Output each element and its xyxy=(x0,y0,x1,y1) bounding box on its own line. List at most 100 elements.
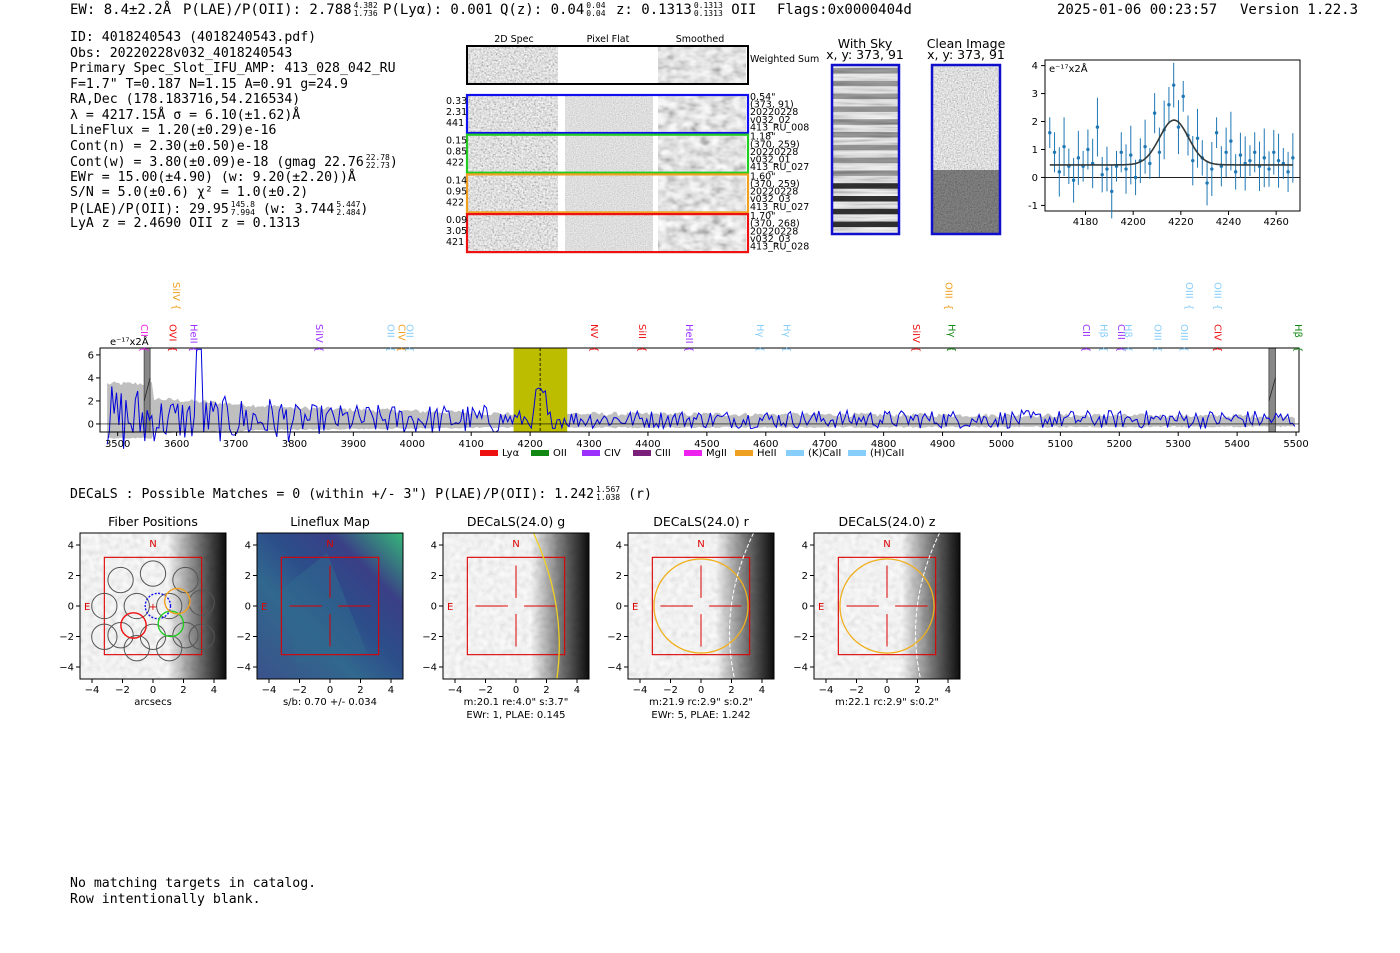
cutout-row-meta: 413_RU_028 xyxy=(750,242,809,253)
legend-swatch xyxy=(848,450,866,456)
cutout-row-meta: (370, 259) xyxy=(750,139,800,150)
zoom-ytick-label: 2 xyxy=(1032,117,1038,128)
zoom-point xyxy=(1062,144,1066,149)
info-cont-n: Cont(n) = 2.30(±0.50)e-18 xyxy=(70,138,269,154)
spectral-line-bracket: { xyxy=(1178,346,1189,352)
fiber-highlight xyxy=(120,612,147,639)
info-ewr: EWr = 15.00(±4.90) (w: 9.20(±2.20))Å xyxy=(70,169,356,185)
full-spectrum-line xyxy=(106,348,1296,449)
decals-ytick-label: −4 xyxy=(59,662,74,673)
decals-xtick-label: 4 xyxy=(759,685,765,696)
decals-image-shadow xyxy=(628,533,774,679)
info-lambda: λ = 4217.15Å σ = 6.10(±1.62)Å xyxy=(70,107,301,123)
sky-band xyxy=(832,93,899,100)
full-masked-hatch xyxy=(1268,377,1276,402)
decals-summary: DECaLS : Possible Matches = 0 (within +/… xyxy=(70,485,652,503)
full-error-band xyxy=(107,381,1295,439)
spectral-line-bracket: { xyxy=(945,346,956,352)
zoom-point xyxy=(1133,175,1138,180)
decals-panel: DECaLS(24.0) r N E −4 −4 −2 −2 0 0 2 2 4 4 m:21.9 rc:… xyxy=(607,514,775,721)
col-header-2d: 2D Spec xyxy=(494,34,534,45)
full-xtick-label: 4400 xyxy=(635,439,660,450)
decals-ytick-label: −2 xyxy=(422,632,437,643)
decals-xtick-label: 4 xyxy=(388,685,394,696)
spectral-line-label: HeII xyxy=(683,324,694,344)
zoom-xtick-label: 4220 xyxy=(1168,217,1193,228)
info-radec: RA,Dec (178.183716,54.216534) xyxy=(70,92,301,107)
spectral-line-bracket: { xyxy=(588,346,599,352)
cutout-row-frame xyxy=(465,213,750,254)
full-xtick-label: 5300 xyxy=(1165,439,1190,450)
spectral-line-bracket: { xyxy=(683,346,694,352)
search-box xyxy=(651,556,751,656)
zoom-point xyxy=(1095,125,1100,129)
fiber-circle xyxy=(188,623,215,650)
spectral-line-bracket: { xyxy=(313,346,324,352)
cutout-row-meta: 20220228 xyxy=(750,187,798,198)
zoom-ytick-label: 0 xyxy=(1032,173,1038,184)
spectral-line-label: Hγ xyxy=(754,324,765,338)
spectral-line-bracket: { xyxy=(1212,304,1223,310)
cutout-smoothed xyxy=(658,174,746,213)
zoom-point xyxy=(1229,139,1233,143)
info-obs: Obs: 20220228v032_4018240543 xyxy=(70,45,293,61)
fiber-center-marker: + xyxy=(149,602,157,613)
sky-band xyxy=(832,170,899,176)
zoom-point xyxy=(1291,156,1295,160)
decals-aperture xyxy=(653,558,749,654)
sky-band xyxy=(832,119,899,125)
cutout-row-meta: 0.54" xyxy=(750,92,776,103)
spectral-line-label: OIII xyxy=(942,282,953,299)
info-plae: P(LAE)/P(OII): 29.95 145.8 7.994 (w: 3.744… xyxy=(70,199,369,217)
zoom-point xyxy=(1248,158,1252,163)
cutout-row-stat: 422 xyxy=(446,158,464,169)
cutout-row-meta: 1.18" xyxy=(750,132,776,143)
spectral-line-bracket: { xyxy=(1183,304,1194,310)
fiber-circle xyxy=(123,635,150,662)
decals-xtick-label: 0 xyxy=(698,685,704,696)
spectral-line-label: Hγ xyxy=(780,324,791,338)
cutout-row-meta: v032_02 xyxy=(750,115,791,126)
zoom-point xyxy=(1233,170,1238,174)
cutout-smoothed xyxy=(658,214,746,253)
footer-line2: Row intentionally blank. xyxy=(70,891,261,907)
spectral-line-label: OIII xyxy=(1178,324,1189,341)
spectral-line-label: SiIV xyxy=(170,282,181,301)
zoom-xtick-label: 4260 xyxy=(1263,217,1288,228)
spectral-line-label: CIV xyxy=(1212,324,1223,341)
decals-ytick-label: −2 xyxy=(59,632,74,643)
cutout-smoothed xyxy=(658,134,746,173)
zoom-ytick-label: 3 xyxy=(1032,89,1038,100)
zoom-point xyxy=(1124,167,1128,171)
sky-band xyxy=(832,221,899,228)
header-plya: P(Lyα): 0.001 xyxy=(383,2,493,18)
fiber-circle xyxy=(188,589,215,616)
full-xtick-label: 4200 xyxy=(517,439,542,450)
spectral-line-bracket: { xyxy=(396,346,407,352)
decals-xtick-label: 2 xyxy=(180,685,186,696)
zoom-point xyxy=(1224,150,1228,154)
cutout-2d-spec xyxy=(468,214,558,253)
info-block: ID: 4018240543 (4018240543.pdf) Obs: 202… xyxy=(70,30,398,232)
full-ytick-label: 2 xyxy=(88,396,94,407)
spectral-line-bracket: { xyxy=(1122,346,1133,352)
decals-panel-title: Fiber Positions xyxy=(108,514,198,529)
decals-ytick-label: 0 xyxy=(802,602,808,613)
zoom-point xyxy=(1110,189,1114,194)
full-xtick-label: 4900 xyxy=(930,439,955,450)
decals-xtick-label: 2 xyxy=(357,685,363,696)
compass-e: E xyxy=(261,602,267,613)
legend-label: CIII xyxy=(655,448,671,459)
clean-image-title: Clean Image xyxy=(927,36,1006,51)
cutout-row-stat: 0.14 xyxy=(446,175,467,186)
footer-line1: No matching targets in catalog. xyxy=(70,876,317,891)
full-xtick-label: 3600 xyxy=(164,439,189,450)
decals-ytick-label: 2 xyxy=(802,571,808,582)
full-xtick-label: 4800 xyxy=(871,439,896,450)
decals-xtick-label: 0 xyxy=(513,685,519,696)
zoom-point xyxy=(1176,125,1181,129)
with-sky-title: With Sky xyxy=(838,36,893,51)
cutout-row-meta: (370, 259) xyxy=(750,179,800,190)
cutout-row-stat: 0.33 xyxy=(446,96,467,107)
